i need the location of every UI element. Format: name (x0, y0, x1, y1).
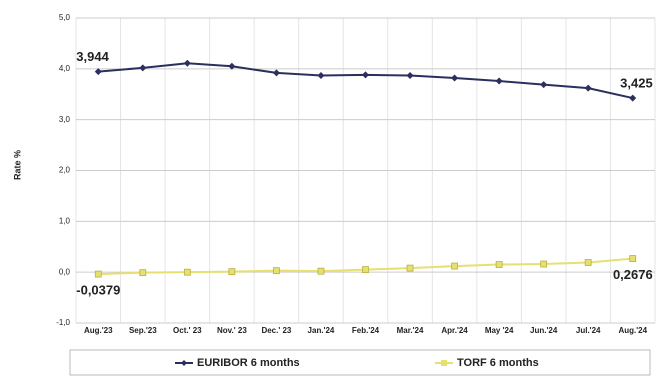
marker (273, 267, 280, 275)
marker (183, 268, 191, 276)
y-tick-label: 1,0 (59, 216, 71, 225)
legend-label: TORF 6 months (457, 357, 539, 369)
value-label: 3,944 (76, 49, 109, 64)
x-tick-label: Apr.'24 (441, 326, 468, 335)
legend-marker (181, 360, 187, 366)
marker (540, 260, 548, 268)
y-tick-label: 3,0 (59, 115, 71, 124)
x-tick-label: Mar.'24 (397, 326, 424, 335)
marker (228, 268, 236, 276)
x-tick-label: Nov.' 23 (217, 326, 247, 335)
marker (362, 266, 369, 274)
marker (362, 71, 369, 79)
y-tick-label: -1,0 (56, 318, 70, 327)
marker (94, 68, 102, 76)
marker (451, 262, 458, 270)
value-label: 3,425 (620, 76, 653, 91)
x-tick-label: Aug.'24 (618, 326, 647, 335)
marker (228, 62, 236, 70)
y-tick-label: 5,0 (59, 13, 71, 22)
marker (495, 261, 503, 268)
marker (139, 64, 147, 72)
value-label: 0,2676 (613, 267, 653, 282)
x-tick-label: Feb.'24 (352, 326, 380, 335)
marker (317, 267, 325, 275)
legend-box (69, 349, 651, 376)
marker (629, 94, 637, 102)
x-tick-label: Jan.'24 (308, 326, 335, 335)
y-tick-label: 0,0 (59, 267, 71, 276)
y-tick-label: 2,0 (59, 166, 71, 175)
marker (495, 77, 503, 85)
x-tick-label: Dec.' 23 (261, 326, 291, 335)
legend-label: EURIBOR 6 months (197, 357, 300, 369)
legend-marker (441, 360, 447, 366)
marker (317, 71, 325, 79)
marker (451, 74, 459, 82)
y-tick-label: 4,0 (59, 64, 71, 73)
x-tick-label: Sep.'23 (129, 326, 157, 335)
marker (139, 269, 147, 277)
value-label: -0,0379 (76, 283, 120, 298)
x-tick-label: Jun.'24 (530, 326, 558, 335)
x-tick-label: Jul.'24 (576, 326, 601, 335)
x-tick-label: May '24 (485, 326, 514, 335)
marker (540, 81, 548, 89)
marker (272, 69, 280, 77)
x-tick-label: Oct.' 23 (173, 326, 202, 335)
marker (584, 84, 592, 92)
marker (406, 71, 414, 79)
marker (183, 59, 191, 67)
x-tick-label: Aug.'23 (84, 326, 113, 335)
marker (629, 255, 637, 262)
marker (406, 264, 414, 272)
y-axis-label: Rate % (12, 150, 22, 180)
marker (584, 259, 592, 266)
marker (94, 270, 102, 278)
